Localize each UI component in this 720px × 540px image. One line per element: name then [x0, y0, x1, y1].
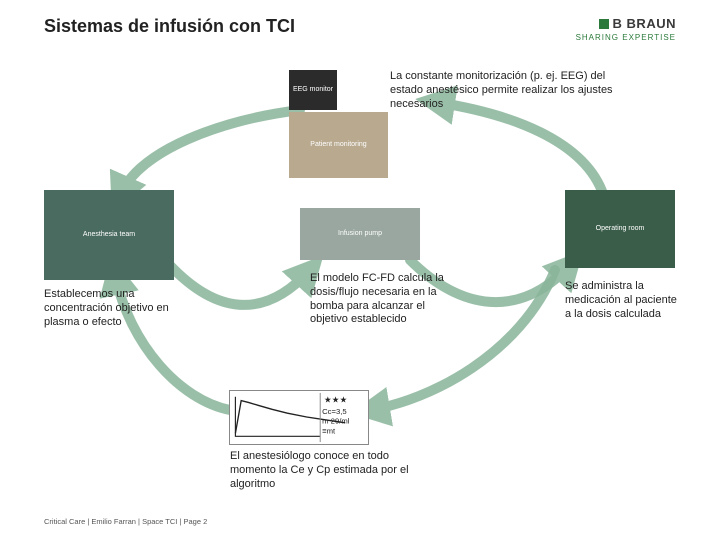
algorithm-caption: El anestesiólogo conoce en todo momento … — [230, 450, 410, 491]
svg-text:★★★: ★★★ — [324, 395, 348, 405]
svg-text:≡mt: ≡mt — [322, 426, 336, 435]
ce-cp-graph: ★★★ Cc=3,5m 29/ml≡mt — [229, 390, 369, 445]
diagram-body: EEG monitor Patient monitoring La consta… — [0, 0, 720, 540]
anesthesia-team-image: Anesthesia team — [44, 190, 174, 280]
set-target-caption: Establecemos una concentración objetivo … — [44, 288, 204, 329]
slide: Sistemas de infusión con TCI B BRAUN SHA… — [0, 0, 720, 540]
footer-text: Critical Care | Emilio Farran | Space TC… — [44, 517, 207, 526]
administration-image: Operating room — [565, 190, 675, 268]
eeg-monitor-image: EEG monitor — [289, 70, 337, 110]
svg-text:m 29/ml: m 29/ml — [322, 417, 350, 426]
model-caption: El modelo FC-FD calcula la dosis/flujo n… — [310, 272, 460, 327]
monitoring-caption: La constante monitorización (p. ej. EEG)… — [390, 70, 630, 111]
infusion-pump-image: Infusion pump — [300, 208, 420, 260]
administer-caption: Se administra la medicación al paciente … — [565, 280, 685, 321]
patient-monitor-image: Patient monitoring — [289, 112, 388, 178]
svg-text:Cc=3,5: Cc=3,5 — [322, 407, 347, 416]
graph-svg: ★★★ Cc=3,5m 29/ml≡mt — [230, 391, 368, 444]
